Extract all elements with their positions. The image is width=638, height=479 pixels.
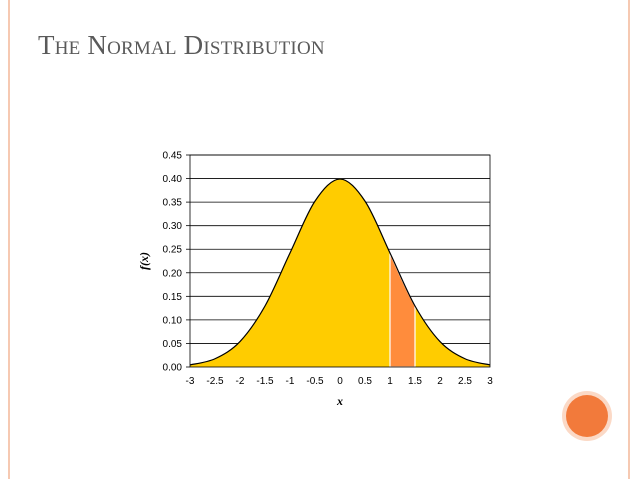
- x-tick-label: 2.5: [458, 376, 472, 387]
- x-tick-label: -2.5: [206, 376, 224, 387]
- y-tick-label: 0.40: [163, 174, 183, 185]
- y-tick-label: 0.00: [163, 363, 183, 374]
- x-tick-label: -1.5: [256, 376, 274, 387]
- x-tick-label: -0.5: [306, 376, 324, 387]
- x-tick-label: 0: [337, 376, 343, 387]
- y-tick-label: 0.35: [163, 198, 183, 209]
- plot-frame: [189, 154, 491, 368]
- y-tick-label: 0.05: [163, 339, 183, 350]
- slide-title: The Normal Distribution: [38, 30, 325, 60]
- y-tick-label: 0.20: [163, 268, 183, 279]
- density-curve: [189, 178, 491, 366]
- x-tick-label: -2: [236, 376, 245, 387]
- y-tick-label: 0.10: [163, 315, 183, 326]
- x-tick-label: -3: [186, 376, 195, 387]
- x-axis-label: x: [336, 394, 343, 408]
- y-axis-label: f(x): [137, 252, 151, 270]
- x-tick-label: 1.5: [408, 376, 422, 387]
- y-tick-label: 0.30: [163, 221, 183, 232]
- decorative-circle: [566, 395, 608, 437]
- x-tick-label: 0.5: [358, 376, 372, 387]
- shaded-probability-region: [389, 252, 416, 368]
- x-tick-label: 1: [387, 376, 393, 387]
- y-tick-label: 0.45: [163, 151, 183, 162]
- y-tick-label: 0.15: [163, 292, 183, 303]
- slide-frame-left: [8, 0, 10, 479]
- x-tick-label: 3: [487, 376, 493, 387]
- x-tick-label: -1: [286, 376, 295, 387]
- y-tick-label: 0.25: [163, 245, 183, 256]
- slide-frame-right: [628, 0, 630, 479]
- x-tick-label: 2: [437, 376, 443, 387]
